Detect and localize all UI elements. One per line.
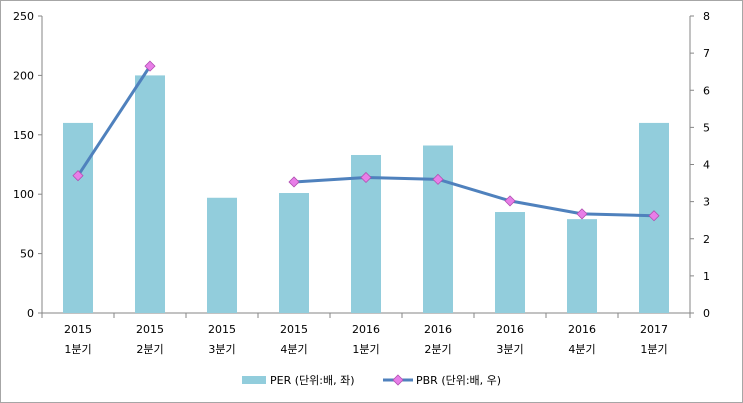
per-bars: [63, 75, 669, 314]
y-right-tick-label: 8: [703, 10, 710, 23]
x-tick-label-year: 2016: [496, 323, 524, 336]
x-tick-label-quarter: 1분기: [64, 343, 91, 356]
x-axis-labels: 2015 1분기 2015 2분기 2015 3분기 2015 4분기 2016 1분기 2016 2…: [64, 323, 668, 356]
x-tick-label-quarter: 4분기: [280, 343, 307, 356]
pbr-point: [360, 171, 372, 184]
pbr-line-segment: [293, 175, 655, 218]
x-tick-label-year: 2016: [568, 323, 596, 336]
x-tick-label-year: 2017: [640, 323, 668, 336]
x-tick-label-quarter: 3분기: [208, 343, 235, 356]
pbr-point: [72, 170, 84, 182]
y-left-tick-label: 100: [13, 188, 34, 201]
pbr-line: [72, 60, 660, 222]
x-tick-label-quarter: 2분기: [136, 343, 163, 356]
x-tick-label-year: 2015: [64, 323, 92, 336]
per-bar: [63, 122, 93, 313]
y-right-tick-label: 1: [703, 270, 710, 283]
pbr-point: [504, 195, 516, 207]
per-bar: [423, 145, 453, 313]
legend-swatch-per: [242, 376, 266, 384]
legend-swatch-pbr-marker: [392, 374, 404, 386]
legend: PER (단위:배, 좌) PBR (단위:배, 우): [242, 374, 501, 387]
x-tick-label-year: 2016: [352, 323, 380, 336]
y-right-tick-label: 0: [703, 307, 710, 320]
per-bar: [279, 193, 309, 313]
pbr-point: [144, 60, 156, 72]
y-right-tick-label: 5: [703, 121, 710, 134]
per-bar: [495, 212, 525, 313]
legend-label-pbr: PBR (단위:배, 우): [416, 374, 501, 387]
legend-label-per: PER (단위:배, 좌): [270, 374, 355, 387]
x-tick-label-quarter: 3분기: [496, 343, 523, 356]
y-right-tick-label: 4: [703, 159, 710, 172]
y-left-tick-label: 0: [27, 307, 34, 320]
y-right-tick-label: 6: [703, 84, 710, 97]
x-tick-label-quarter: 1분기: [352, 343, 379, 356]
x-tick-label-year: 2015: [280, 323, 308, 336]
per-bar: [567, 219, 597, 313]
pbr-point: [576, 208, 588, 220]
pbr-point: [288, 176, 300, 188]
x-tick-label-quarter: 1분기: [640, 343, 667, 356]
y-right-tick-label: 2: [703, 233, 710, 246]
y-left-tick-label: 250: [13, 10, 34, 23]
x-tick-label-quarter: 2분기: [424, 343, 451, 356]
x-tick-label-quarter: 4분기: [568, 343, 595, 356]
y-right-tick-label: 3: [703, 196, 710, 209]
axes: 0 50 100 150 200 250 0 1 2 3 4 5 6 7 8: [13, 10, 710, 320]
pbr-point: [432, 173, 444, 185]
y-left-tick-label: 50: [20, 248, 34, 261]
per-bar: [135, 75, 165, 314]
y-left-tick-label: 200: [13, 69, 34, 82]
x-tick-label-year: 2015: [208, 323, 236, 336]
per-bar: [207, 197, 237, 313]
y-right-tick-label: 7: [703, 47, 710, 60]
pbr-point: [648, 210, 660, 222]
x-tick-label-year: 2016: [424, 323, 452, 336]
x-tick-label-year: 2015: [136, 323, 164, 336]
y-left-tick-label: 150: [13, 129, 34, 142]
pbr-line-segment: [76, 65, 152, 177]
